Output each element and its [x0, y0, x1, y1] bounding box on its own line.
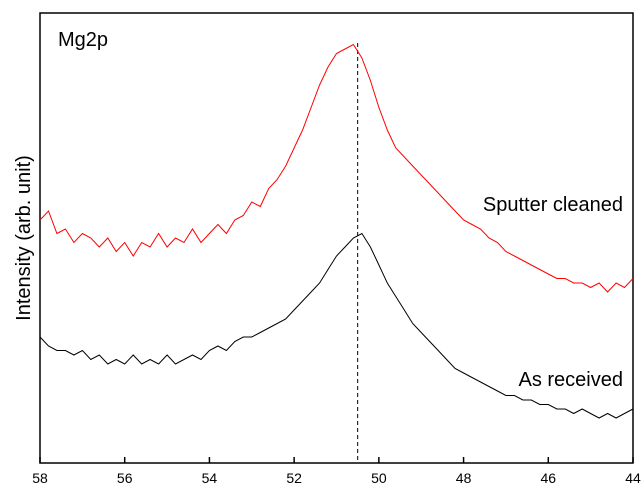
x-tick-label: 48 [456, 470, 472, 486]
x-tick-label: 46 [540, 470, 556, 486]
plot-area-frame [39, 12, 634, 464]
series-line-sputter-cleaned [39, 43, 634, 293]
x-tick-label: 56 [117, 470, 133, 486]
series-line-as-received [39, 232, 634, 419]
x-tick-label: 58 [32, 470, 48, 486]
series-label-sputter-cleaned: Sputter cleaned [483, 194, 623, 216]
x-tick-label: 50 [371, 470, 387, 486]
y-axis-label: Intensity (arb. unit) [13, 155, 35, 321]
x-tick-label: 54 [202, 470, 218, 486]
x-tick-label: 52 [286, 470, 302, 486]
series-layer [39, 43, 634, 419]
x-tick-label: 44 [625, 470, 641, 486]
panel-label: Mg2p [58, 29, 108, 51]
x-axis-ticks: 58 56 54 52 50 48 46 44 [32, 457, 641, 486]
series-label-as-received: As received [519, 369, 624, 391]
